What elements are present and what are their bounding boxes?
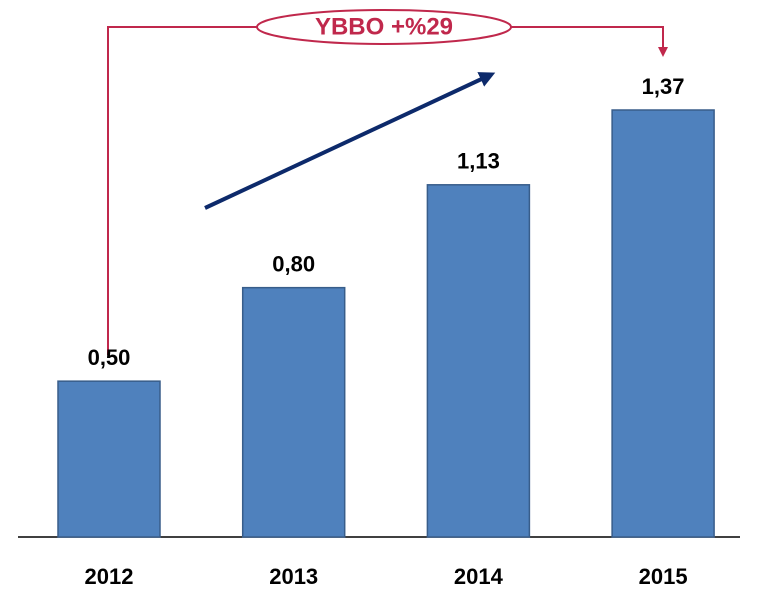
bar [426,184,531,538]
trend-arrow [204,72,496,210]
value-label: 1,37 [642,74,685,99]
growth-bracket-left [107,26,258,355]
x-tick-label: 2012 [85,564,134,589]
bar [57,380,161,538]
x-tick-label: 2015 [639,564,688,589]
annotation: YBBO +%29 [315,13,453,40]
value-label: 0,50 [88,345,131,370]
value-label: 1,13 [457,149,500,174]
bar [611,109,715,538]
x-tick-label: 2013 [269,564,318,589]
value-label: 0,80 [272,251,315,276]
x-tick-label: 2014 [454,564,504,589]
annotation-ellipse [256,9,512,45]
growth-bracket-right [511,26,668,57]
bar [241,286,346,538]
